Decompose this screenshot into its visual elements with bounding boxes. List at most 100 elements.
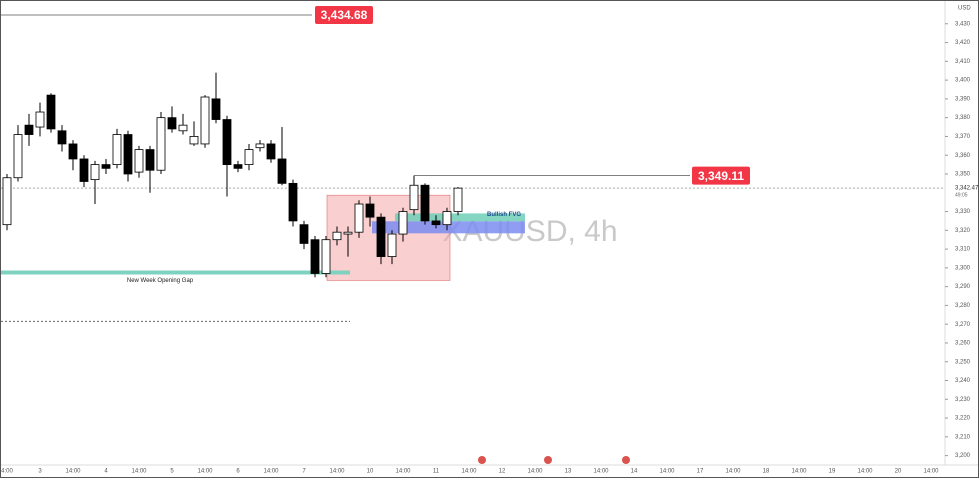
candle-body <box>354 203 364 233</box>
x-tick-label: 5 <box>170 469 174 475</box>
candle-body <box>266 143 276 160</box>
y-tick-label: 3,300 <box>955 265 971 271</box>
x-tick-label: 13 <box>565 469 572 475</box>
y-tick-label: 3,280 <box>955 303 971 309</box>
x-tick-label: 14:00 <box>131 469 147 475</box>
y-tick-label: 3,430 <box>955 21 971 27</box>
x-tick-label: 14:00 <box>527 469 543 475</box>
event-icon <box>622 456 630 464</box>
level-label-box <box>315 5 373 24</box>
currency: USD <box>958 6 971 12</box>
candle-body <box>123 134 133 175</box>
candle-body <box>211 98 221 120</box>
x-tick-label: 20 <box>895 469 902 475</box>
x-tick-label: 4 <box>104 469 108 475</box>
x-tick-label: 14:00 <box>923 469 939 475</box>
candle-body <box>409 184 419 211</box>
candle-body <box>365 203 375 218</box>
y-tick-label: 3,360 <box>955 153 971 159</box>
candle-body <box>68 143 78 160</box>
y-tick-label: 3,290 <box>955 284 971 290</box>
candle-body <box>134 149 144 173</box>
x-tick-label: 14:00 <box>461 469 477 475</box>
y-tick-label: 3,210 <box>955 434 971 440</box>
y-tick-label: 3,320 <box>955 228 971 234</box>
candle-body <box>431 220 441 226</box>
y-tick-label: 3,310 <box>955 247 971 253</box>
candle-body <box>244 149 254 165</box>
x-tick-label: 4:00 <box>1 469 13 475</box>
x-tick-label: 14:00 <box>329 469 345 475</box>
candle-body <box>35 111 45 128</box>
y-tick-label: 3,240 <box>955 378 971 384</box>
y-tick-label: 3,270 <box>955 322 971 328</box>
candle-body <box>299 224 309 244</box>
x-tick-label: 14:00 <box>197 469 213 475</box>
y-tick-label: 3,250 <box>955 359 971 365</box>
candle-body <box>200 96 210 145</box>
x-tick-label: 14:00 <box>725 469 741 475</box>
y-tick-label: 3,350 <box>955 172 971 178</box>
y-tick-label: 3,330 <box>955 209 971 215</box>
x-tick-label: 14:00 <box>65 469 81 475</box>
zone <box>395 213 525 222</box>
x-tick-label: 19 <box>829 469 836 475</box>
candle-body <box>321 239 331 274</box>
x-tick-label: 14:00 <box>791 469 807 475</box>
x-tick-label: 12 <box>499 469 506 475</box>
event-icons <box>478 456 630 464</box>
y-tick-label: 3,380 <box>955 115 971 121</box>
candle-body <box>376 216 386 257</box>
x-tick-label: 14 <box>631 469 638 475</box>
countdown: 49:05 <box>955 192 968 198</box>
y-tick-label: 3,230 <box>955 397 971 403</box>
y-tick-label: 3,260 <box>955 341 971 347</box>
candle-body <box>310 239 320 274</box>
candle-body <box>233 164 243 169</box>
candle-body <box>420 184 430 222</box>
candle-body <box>343 231 353 235</box>
x-tick-label: 3 <box>38 469 42 475</box>
candle-body <box>46 94 56 130</box>
x-tick-label: 14:00 <box>659 469 675 475</box>
candle-body <box>112 134 122 165</box>
y-tick-label: 3,410 <box>955 59 971 65</box>
candle-body <box>255 143 265 149</box>
level-label-box <box>692 166 750 185</box>
y-tick-label: 3,220 <box>955 416 971 422</box>
candle-body <box>167 117 177 130</box>
zone-label: Bullish FVG <box>487 212 521 218</box>
level-label: 3,434.68 <box>321 8 368 22</box>
x-tick-label: 14:00 <box>263 469 279 475</box>
candle-body <box>189 136 199 145</box>
candle-body <box>398 211 408 235</box>
level-label: 3,349.11 <box>698 169 744 183</box>
candle-body <box>222 119 232 165</box>
candle-body <box>145 149 155 171</box>
candle-body <box>332 231 342 241</box>
candle-body <box>178 124 188 132</box>
candle-body <box>277 158 287 184</box>
candle-body <box>453 187 463 212</box>
x-tick-label: 18 <box>763 469 770 475</box>
x-tick-label: 17 <box>697 469 704 475</box>
x-tick-label: 14:00 <box>593 469 609 475</box>
candle-body <box>288 182 298 222</box>
candle-body <box>79 158 89 182</box>
y-tick-label: 3,390 <box>955 96 971 102</box>
y-tick-label: 3,400 <box>955 78 971 84</box>
candle-body <box>387 233 397 257</box>
candle-body <box>57 130 67 145</box>
candle-body <box>156 117 166 171</box>
x-tick-label: 7 <box>302 469 306 475</box>
candle-body <box>101 164 111 169</box>
candle-body <box>2 177 12 226</box>
zone <box>372 221 525 234</box>
candle-body <box>442 211 452 226</box>
y-tick-label: 3,370 <box>955 134 971 140</box>
x-tick-label: 14:00 <box>395 469 411 475</box>
x-tick-label: 6 <box>236 469 240 475</box>
x-tick-label: 10 <box>367 469 374 475</box>
